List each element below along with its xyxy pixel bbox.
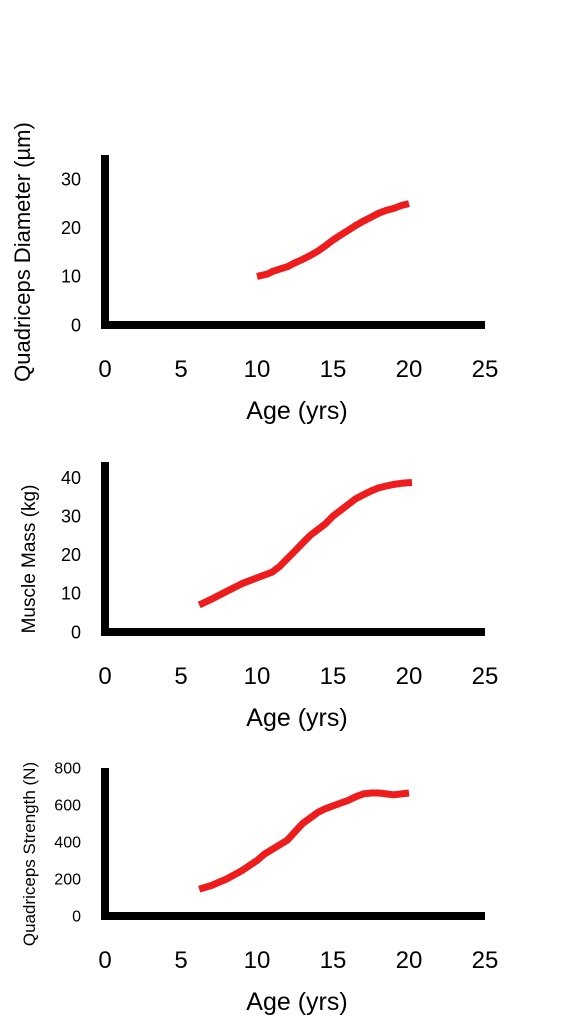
x-axis-title: Age (yrs) bbox=[246, 397, 347, 425]
x-tick-label: 15 bbox=[320, 356, 347, 383]
x-axis-title: Age (yrs) bbox=[246, 704, 347, 732]
x-tick-label: 5 bbox=[174, 356, 187, 383]
chart-panel-2: 0 5 10 15 20 25 0 10 20 30 40 Age (yrs) Muscle Mass … bbox=[19, 462, 498, 732]
y-tick-label: 0 bbox=[72, 909, 81, 926]
x-tick-label: 20 bbox=[396, 947, 423, 974]
y-tick-label: 40 bbox=[61, 468, 81, 488]
y-tick-label: 400 bbox=[54, 835, 81, 852]
x-tick-label: 10 bbox=[244, 663, 271, 690]
x-tick-label: 5 bbox=[174, 947, 187, 974]
x-axis-title: Age (yrs) bbox=[246, 988, 347, 1016]
y-tick-label: 10 bbox=[61, 584, 81, 604]
y-tick-label: 200 bbox=[54, 872, 81, 889]
x-tick-label: 25 bbox=[472, 356, 499, 383]
y-tick-label: 20 bbox=[61, 545, 81, 565]
x-tick-label: 25 bbox=[472, 947, 499, 974]
data-series-line bbox=[198, 789, 410, 893]
data-series-line bbox=[256, 200, 410, 280]
x-tick-label: 10 bbox=[244, 947, 271, 974]
x-tick-label: 15 bbox=[320, 947, 347, 974]
y-tick-label: 10 bbox=[61, 267, 81, 287]
x-tick-label: 0 bbox=[98, 356, 111, 383]
y-tick-label: 0 bbox=[71, 622, 81, 642]
x-tick-label: 5 bbox=[174, 663, 187, 690]
y-tick-label: 20 bbox=[61, 218, 81, 238]
chart-panel-3: 0 5 10 15 20 25 0 200 400 600 800 Age (yrs) Quadrice… bbox=[20, 761, 498, 1016]
y-tick-label: 30 bbox=[61, 506, 81, 526]
x-tick-label: 25 bbox=[472, 663, 499, 690]
y-axis-title: Quadriceps Strength (N) bbox=[20, 762, 39, 946]
x-tick-label: 15 bbox=[320, 663, 347, 690]
x-tick-label: 10 bbox=[244, 356, 271, 383]
y-tick-label: 30 bbox=[61, 170, 81, 190]
y-tick-label: 600 bbox=[54, 798, 81, 815]
x-tick-label: 0 bbox=[98, 663, 111, 690]
y-tick-label: 800 bbox=[54, 761, 81, 778]
x-tick-label: 20 bbox=[396, 663, 423, 690]
y-axis-title: Muscle Mass (kg) bbox=[19, 485, 40, 634]
chart-panel-1: 0 5 10 15 20 25 0 10 20 30 Age (yrs) Quadriceps Dia… bbox=[10, 122, 498, 425]
x-tick-label: 0 bbox=[98, 947, 111, 974]
y-tick-label: 0 bbox=[71, 315, 81, 335]
x-tick-label: 20 bbox=[396, 356, 423, 383]
data-series-line bbox=[197, 479, 413, 609]
y-axis-title: Quadriceps Diameter (µm) bbox=[10, 122, 35, 382]
